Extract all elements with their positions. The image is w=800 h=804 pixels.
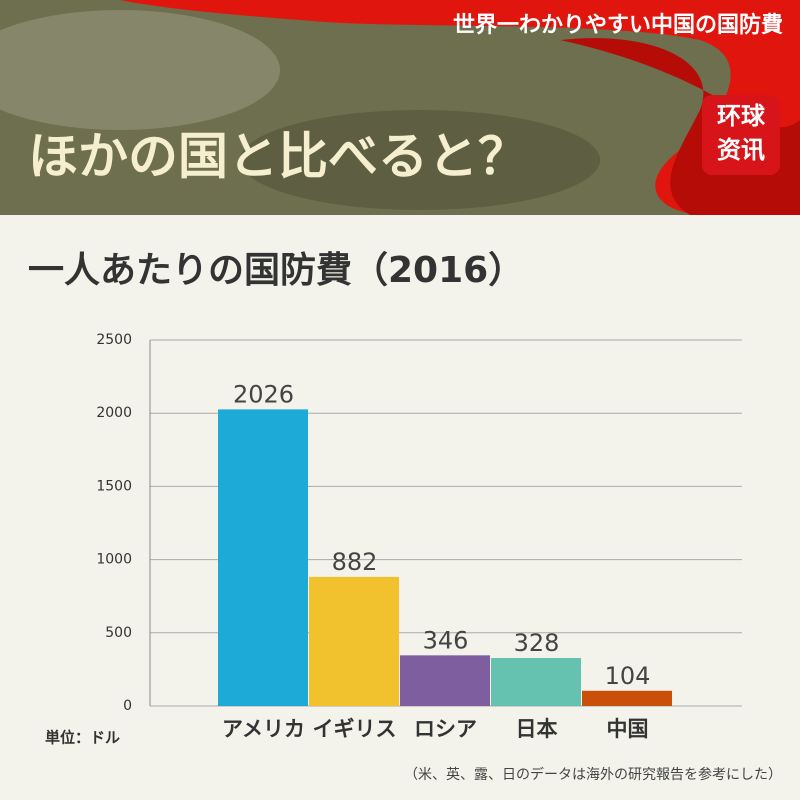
value-label: 346 [423,626,469,654]
logo-text: 环球 [717,102,766,130]
value-label: 2026 [233,380,294,408]
x-tick-label: アメリカ [222,717,305,741]
y-tick-label: 2500 [96,332,132,348]
y-tick-label: 1500 [96,478,132,494]
y-tick-label: 0 [123,698,132,714]
y-tick-label: 2000 [96,405,132,421]
x-tick-label: ロシア [414,717,477,741]
y-tick-label: 1000 [96,552,132,568]
bar [309,576,399,706]
bar [400,655,490,706]
bar [218,409,308,706]
x-tick-label: 中国 [607,717,649,741]
unit-label: 単位：ドル [45,729,120,747]
value-label: 104 [605,662,651,690]
tagline: 世界一わかりやすい中国の国防費 [453,13,783,38]
y-tick-label: 500 [105,625,132,641]
x-tick-label: イギリス [313,717,397,741]
heading: ほかの国と比べると？ [28,128,528,186]
camo [0,10,280,130]
bar [582,690,672,706]
value-label: 882 [332,548,378,576]
x-tick-label: 日本 [516,717,558,741]
value-label: 328 [514,629,560,657]
bar [491,657,581,706]
logo [702,95,780,175]
plot: 0 500 1000 1500 2000 2500 アメリカ 2026 イギリス 882 ロシア 34… [96,332,742,741]
logo-text: 资讯 [717,136,765,164]
chart-title: 一人あたりの国防費（2016） [28,250,524,291]
footnote: （米、英、露、日のデータは海外の研究報告を参考にした） [404,766,782,783]
camo [240,110,600,210]
